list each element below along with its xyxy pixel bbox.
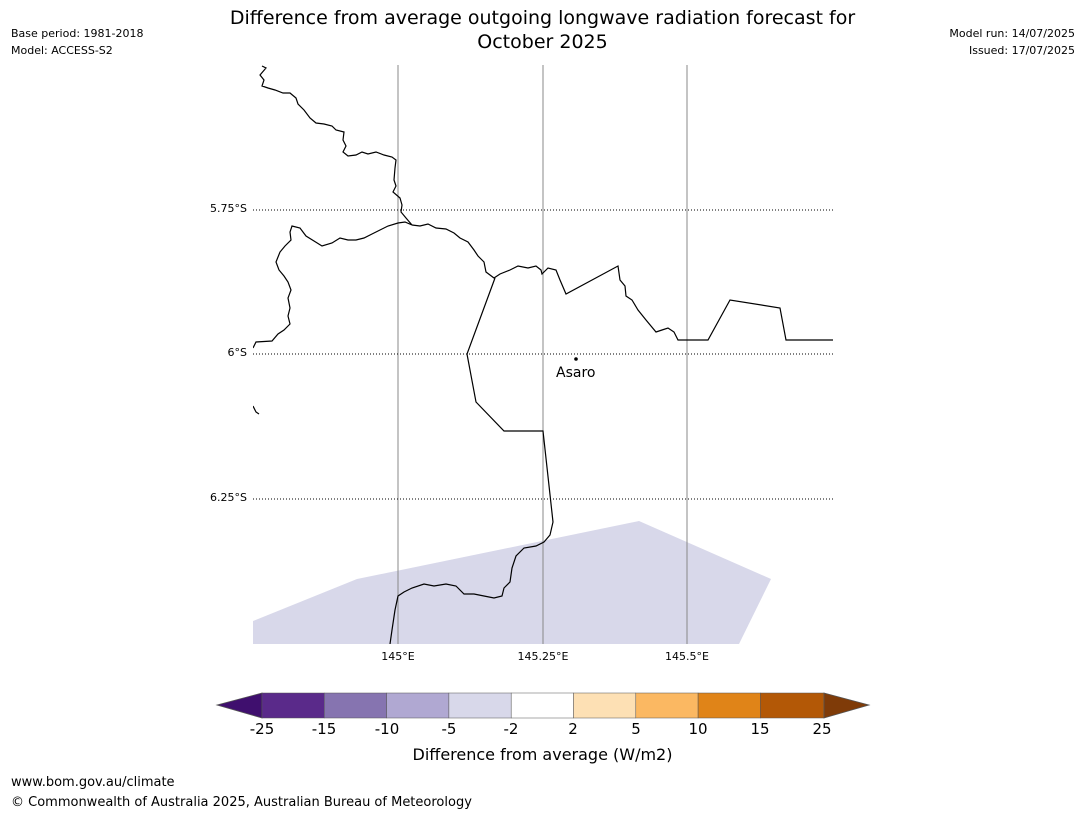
- lat-label-6: 6°S: [227, 346, 247, 359]
- colorbar-tick: -25: [249, 720, 275, 738]
- base-period-label: Base period: 1981-2018: [11, 27, 144, 40]
- colorbar-bin-2: [324, 692, 387, 719]
- footer-url[interactable]: www.bom.gov.au/climate: [11, 775, 175, 790]
- province-border-east: [411, 223, 833, 341]
- colorbar-title: Difference from average (W/m2): [412, 745, 673, 764]
- map-title: Difference from average outgoing longwav…: [0, 6, 1085, 54]
- colorbar-tick: -15: [311, 720, 337, 738]
- colorbar-bin-4: [448, 692, 512, 719]
- issued-label: Issued: 17/07/2025: [968, 44, 1075, 57]
- lon-label-145: 145°E: [381, 650, 415, 663]
- asaro-marker: [574, 357, 578, 361]
- model-label: Model: ACCESS-S2: [11, 44, 113, 57]
- model-run-label: Model run: 14/07/2025: [949, 27, 1075, 40]
- title-line-1: Difference from average outgoing longwav…: [229, 7, 856, 29]
- colorbar-bin-8: [697, 692, 761, 719]
- colorbar-tick: -2: [503, 720, 519, 738]
- colorbar-tick: 10: [688, 720, 708, 738]
- colorbar-extend-high: [823, 692, 871, 719]
- coastline-fragment: [253, 405, 260, 415]
- lat-label-6-25: 6.25°S: [210, 491, 247, 504]
- colorbar-bin-9: [760, 692, 825, 719]
- colorbar-tick: -10: [374, 720, 400, 738]
- colorbar-bin-7: [635, 692, 699, 719]
- title-line-2: October 2025: [477, 31, 608, 53]
- colorbar-bin-1: [261, 692, 325, 719]
- colorbar-tick: 5: [631, 720, 641, 738]
- lat-label-5-75: 5.75°S: [210, 202, 247, 215]
- colorbar-tick: 2: [568, 720, 578, 738]
- colorbar-bin-3: [386, 692, 450, 719]
- anomaly-region: [253, 521, 771, 644]
- colorbar-extend-low: [215, 692, 263, 719]
- colorbar-bin-6: [573, 692, 637, 719]
- colorbar-bin-5: [510, 692, 574, 719]
- province-border-central: [389, 277, 554, 644]
- colorbar: [215, 692, 871, 719]
- colorbar-tick: -5: [441, 720, 457, 738]
- colorbar-tick: 15: [750, 720, 770, 738]
- footer-copyright: © Commonwealth of Australia 2025, Austra…: [11, 795, 472, 810]
- place-label-asaro: Asaro: [556, 365, 596, 381]
- province-border-north: [253, 65, 413, 349]
- lon-label-145-5: 145.5°E: [665, 650, 709, 663]
- lon-label-145-25: 145.25°E: [517, 650, 569, 663]
- colorbar-tick: 25: [812, 720, 832, 738]
